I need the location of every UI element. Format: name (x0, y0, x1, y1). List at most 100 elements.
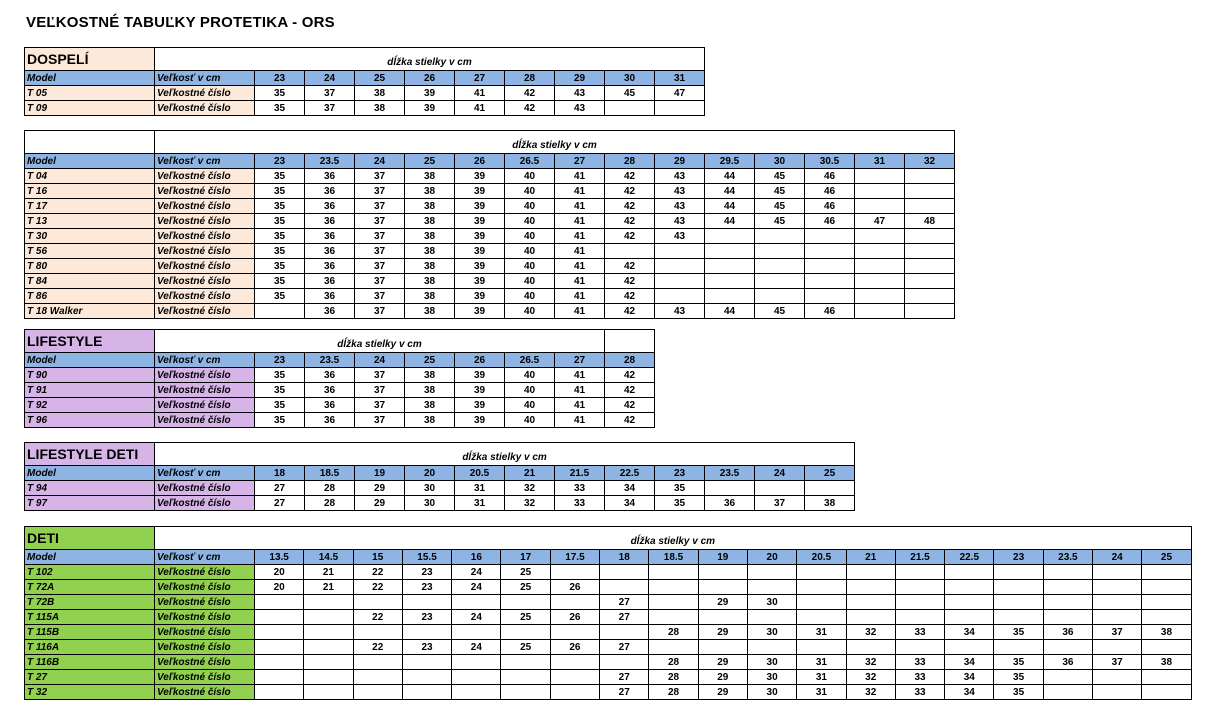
value-cell: 42 (604, 198, 655, 214)
table-row: T 13 Veľkostné číslo 35 36 37 38 39 40 41 42 43 44 4… (24, 213, 956, 229)
value-cell: 39 (454, 273, 505, 289)
value-cell (303, 624, 354, 640)
value-cell: 48 (903, 213, 956, 229)
value-cell: 24 (451, 609, 502, 625)
value-cell: 38 (354, 85, 405, 101)
size-header-cell: 25 (354, 70, 405, 86)
size-header-cell: 21.5 (894, 549, 946, 565)
value-cell: 39 (454, 243, 505, 259)
value-cell: 29 (697, 669, 748, 685)
value-cell: 37 (354, 198, 405, 214)
value-cell (796, 639, 847, 655)
value-cell: 26 (549, 579, 601, 595)
model-cell: T 72B (24, 594, 155, 610)
value-cell: 35 (254, 183, 305, 199)
value-cell: 27 (599, 669, 650, 685)
value-cell: 36 (304, 397, 355, 413)
value-cell (903, 168, 956, 184)
value-cell: 35 (993, 624, 1044, 640)
value-cell: 47 (654, 85, 705, 101)
value-cell: 40 (504, 288, 555, 304)
value-cell (704, 288, 755, 304)
value-cell: 37 (354, 243, 405, 259)
value-cell (944, 639, 995, 655)
value-cell: 34 (944, 684, 995, 700)
size-header-cell: 23.5 (304, 153, 355, 169)
table-title-row: LIFESTYLE DETI dĺžka stielky v cm (24, 442, 856, 466)
value-cell: 28 (648, 654, 699, 670)
table-row: T 91 Veľkostné číslo 35 36 37 38 39 40 41 42 (24, 382, 655, 398)
value-cell: 41 (554, 168, 605, 184)
value-cell (303, 639, 354, 655)
value-cell: 37 (304, 85, 355, 101)
value-cell (352, 594, 403, 610)
value-cell: 43 (654, 198, 705, 214)
value-cell (845, 579, 896, 595)
value-cell: 45 (754, 168, 805, 184)
value-cell (804, 228, 855, 244)
value-cell (451, 669, 502, 685)
value-cell: 35 (254, 100, 305, 116)
size-table: dĺžka stielky v cm Model Veľkosť v cm 23 23.… (24, 130, 956, 319)
size-header-cell: 19 (354, 465, 405, 481)
value-cell: 36 (304, 273, 355, 289)
model-header: Model (24, 153, 155, 169)
value-cell: 22 (352, 564, 403, 580)
size-header-cell: 23 (254, 352, 305, 368)
value-cell (500, 624, 551, 640)
value-cell: 40 (504, 397, 555, 413)
size-header-cell: 24 (1092, 549, 1143, 565)
value-cell: 45 (604, 85, 655, 101)
value-cell (894, 609, 946, 625)
value-cell: 38 (404, 183, 455, 199)
value-cell: 42 (604, 367, 655, 383)
value-cell (894, 639, 946, 655)
value-cell (854, 228, 905, 244)
value-cell: 37 (354, 397, 405, 413)
value-cell: 28 (648, 624, 699, 640)
value-cell: 42 (604, 258, 655, 274)
value-cell (401, 624, 453, 640)
value-cell: 39 (454, 183, 505, 199)
value-cell: 38 (404, 258, 455, 274)
size-header-cell: 17.5 (549, 549, 601, 565)
row-label-cell: Veľkostné číslo (154, 412, 255, 428)
value-cell: 32 (504, 480, 555, 496)
value-cell: 29 (697, 624, 748, 640)
value-cell (854, 168, 905, 184)
value-cell: 23 (401, 579, 453, 595)
size-header-cell: 23.5 (1042, 549, 1094, 565)
value-cell (253, 669, 305, 685)
value-cell: 36 (304, 303, 355, 319)
value-cell (352, 624, 403, 640)
value-cell: 37 (354, 412, 405, 428)
value-cell (754, 273, 805, 289)
model-cell: T 92 (24, 397, 155, 413)
size-label-header: Veľkosť v cm (154, 549, 255, 565)
value-cell (1092, 579, 1143, 595)
value-cell (903, 258, 956, 274)
value-cell: 39 (454, 228, 505, 244)
length-caption: dĺžka stielky v cm (154, 329, 605, 353)
value-cell: 35 (254, 198, 305, 214)
size-header-row: Model Veľkosť v cm 23 24 25 26 27 28 29 30 31 (24, 70, 705, 86)
value-cell: 34 (604, 495, 655, 511)
value-cell: 38 (404, 198, 455, 214)
value-cell: 33 (894, 624, 946, 640)
value-cell: 33 (894, 684, 946, 700)
value-cell (549, 684, 601, 700)
value-cell: 38 (404, 367, 455, 383)
value-cell: 44 (704, 183, 755, 199)
value-cell: 44 (704, 168, 755, 184)
model-cell: T 16 (24, 183, 155, 199)
row-label-cell: Veľkostné číslo (154, 594, 255, 610)
value-cell (648, 639, 699, 655)
value-cell: 31 (796, 624, 847, 640)
section-title: LIFESTYLE DETI (24, 442, 155, 466)
table-row: T 92 Veľkostné číslo 35 36 37 38 39 40 41 42 (24, 397, 655, 413)
value-cell: 35 (254, 397, 305, 413)
value-cell: 20 (253, 579, 305, 595)
value-cell (944, 564, 995, 580)
value-cell: 36 (304, 168, 355, 184)
model-header: Model (24, 465, 155, 481)
